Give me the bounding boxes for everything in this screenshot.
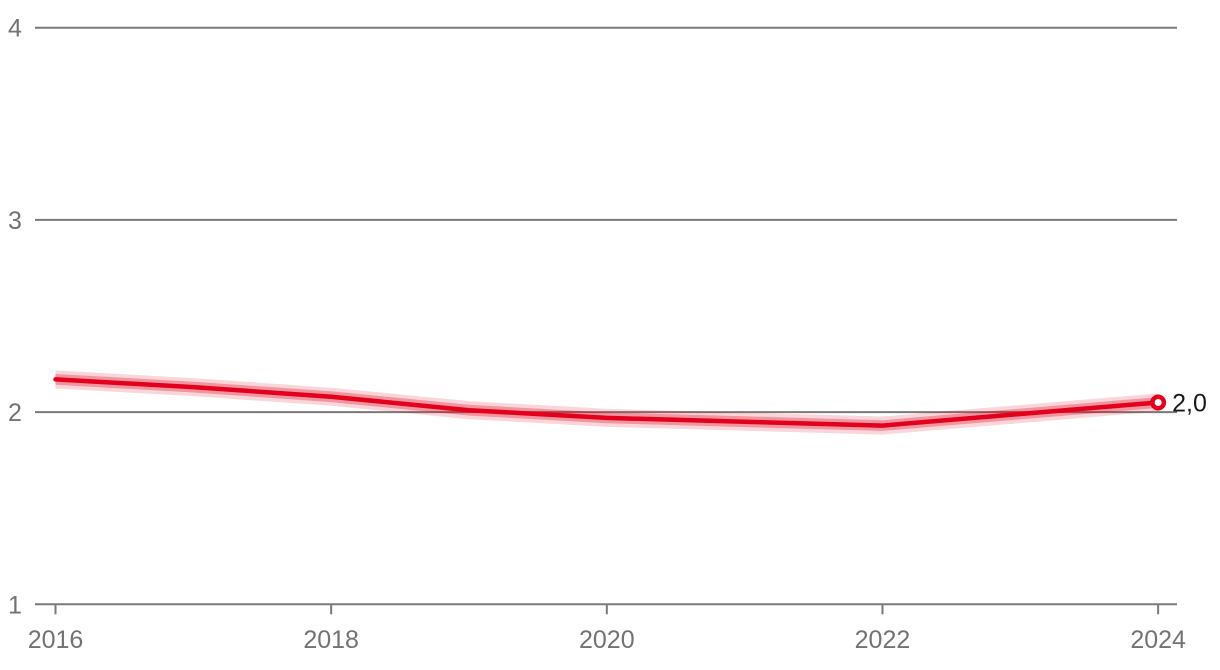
y-axis-tick-label: 1 [8,591,22,619]
x-axis-tick-label: 2016 [28,626,84,654]
confidence-band-outer [55,370,1159,435]
x-axis-tick-label: 2022 [855,626,911,654]
x-axis-tick-label: 2020 [579,626,635,654]
end-point-marker[interactable] [1150,394,1167,411]
y-axis-tick-label: 3 [8,207,22,235]
x-axis-tick-label: 2024 [1130,626,1186,654]
data-line[interactable] [53,377,1161,428]
y-axis-tick-label: 2 [8,399,22,427]
end-value-label: 2,0 [1172,389,1207,417]
y-axis-tick-label: 4 [8,15,22,43]
x-axis-tick-label: 2018 [303,626,359,654]
